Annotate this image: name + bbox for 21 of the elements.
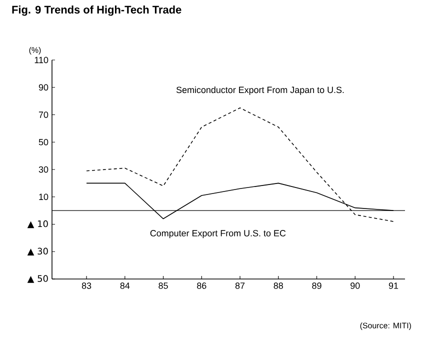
y-tick-label: 30: [38, 166, 48, 173]
x-tick-label: 90: [350, 282, 360, 289]
x-tick-label: 84: [120, 282, 130, 289]
y-tick-label: 110: [34, 56, 48, 64]
chart-title: Fig. 9 Trends of High-Tech Trade: [12, 6, 182, 16]
y-tick-label: 50: [38, 138, 48, 146]
x-tick-label: 83: [82, 282, 92, 289]
x-tick-label: 87: [235, 282, 245, 289]
text: Semiconductor Export From Japan to U.S.: [176, 86, 344, 95]
x-tick-label: 88: [274, 282, 283, 289]
y-tick-label: 90: [38, 84, 48, 91]
x-tick-label: 85: [158, 282, 168, 289]
y-tick-label: ▲ 10: [27, 220, 48, 228]
y-tick-label: ▲ 30: [27, 248, 48, 256]
y-tick-label: 70: [38, 112, 48, 118]
x-tick-label: 91: [388, 282, 398, 289]
x-tick-label: 89: [312, 282, 322, 289]
x-tick-label: 86: [197, 282, 206, 289]
y-tick-label: 10: [39, 194, 48, 200]
series-label: Computer Export From U.S. to EC: [150, 230, 286, 238]
y-tick-label: ▲ 50: [27, 275, 48, 283]
